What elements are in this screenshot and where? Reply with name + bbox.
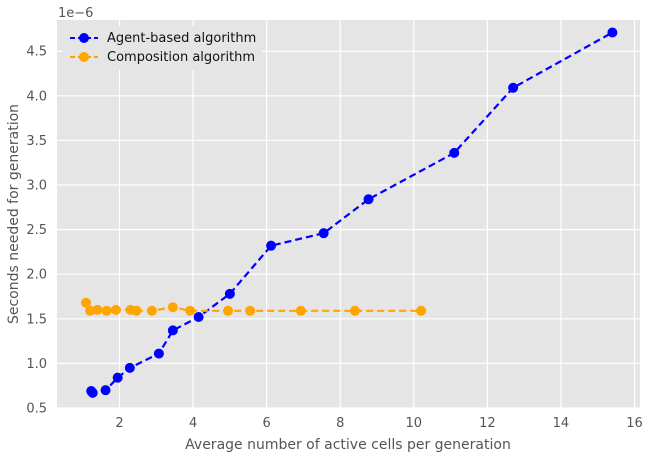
x-tick-label: 16 [626, 416, 643, 431]
x-tick-label: 10 [406, 416, 423, 431]
data-point [416, 305, 427, 316]
legend: Agent-based algorithm Composition algori… [62, 26, 262, 70]
data-point [85, 305, 96, 316]
data-point [100, 385, 111, 396]
series-1 [81, 297, 427, 316]
x-tick-label: 14 [553, 416, 570, 431]
data-point [224, 288, 235, 299]
x-tick-label: 6 [263, 416, 271, 431]
data-point [449, 147, 460, 158]
data-point [185, 305, 196, 316]
data-point [607, 27, 618, 38]
data-point [193, 312, 204, 323]
data-point [167, 302, 178, 313]
x-axis-label: Average number of active cells per gener… [185, 437, 511, 453]
legend-label-agent: Agent-based algorithm [107, 31, 256, 46]
data-point [167, 325, 178, 336]
y-tick-label: 1.5 [26, 312, 47, 327]
data-point [110, 304, 121, 315]
data-point [81, 297, 92, 308]
data-point [92, 304, 103, 315]
gridlines [57, 20, 640, 409]
legend-marker-composition [79, 52, 89, 62]
y-axis-label: Seconds needed for generation [6, 104, 22, 324]
y-tick-label: 3.5 [26, 134, 47, 149]
data-point [349, 305, 360, 316]
data-point [245, 305, 256, 316]
data-point [112, 372, 123, 383]
legend-marker-agent [79, 33, 89, 43]
data-point [153, 348, 164, 359]
data-point [295, 305, 306, 316]
data-point [146, 305, 157, 316]
y-tick-label: 3.0 [26, 179, 47, 194]
y-tick-label: 4.5 [26, 45, 47, 60]
data-point [223, 305, 234, 316]
y-tick-label: 0.5 [26, 402, 47, 417]
y-tick-label: 2.0 [26, 268, 47, 283]
data-point [124, 362, 135, 373]
x-tick-label: 2 [115, 416, 123, 431]
data-point [87, 387, 98, 398]
data-point [318, 228, 329, 239]
data-point [101, 305, 112, 316]
series-layer [81, 27, 618, 398]
legend-box [62, 26, 262, 70]
data-point [363, 194, 374, 205]
x-tick-label: 4 [189, 416, 197, 431]
y-tick-label: 2.5 [26, 223, 47, 238]
y-tick-label: 4.0 [26, 89, 47, 104]
x-tick-label: 8 [336, 416, 344, 431]
x-tick-label: 12 [479, 416, 496, 431]
y-tick-label: 1.0 [26, 357, 47, 372]
data-point [131, 305, 142, 316]
series-0 [86, 27, 618, 398]
legend-label-composition: Composition algorithm [107, 50, 255, 65]
data-point [508, 82, 519, 93]
y-axis-ticks: 0.5 1.0 1.5 2.0 2.5 3.0 3.5 4.0 4.5 [26, 45, 47, 417]
y-axis-offset-label: 1e−6 [58, 6, 93, 21]
data-point [266, 240, 277, 251]
x-axis-ticks: 2 4 6 8 10 12 14 16 [115, 416, 642, 431]
